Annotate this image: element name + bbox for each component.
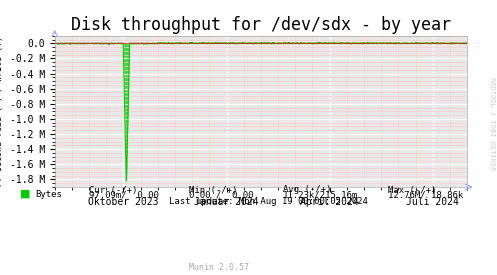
Y-axis label: Pr second read (-) / write (+): Pr second read (-) / write (+) xyxy=(0,36,4,186)
Text: ■: ■ xyxy=(20,189,30,199)
Text: 11.23k/215.16m: 11.23k/215.16m xyxy=(283,191,358,200)
Text: Bytes: Bytes xyxy=(35,191,62,199)
Text: Last update: Mon Aug 19 00:00:05 2024: Last update: Mon Aug 19 00:00:05 2024 xyxy=(169,197,368,206)
Text: Munin 2.0.57: Munin 2.0.57 xyxy=(189,263,248,271)
Text: Max (-/+): Max (-/+) xyxy=(388,186,436,194)
Text: Avg (-/+): Avg (-/+) xyxy=(283,186,331,194)
Text: RRDTOOL / TOBI OETIKER: RRDTOOL / TOBI OETIKER xyxy=(489,77,495,170)
Text: 12.76M/ 18.86k: 12.76M/ 18.86k xyxy=(388,191,463,200)
Text: 97.09m/  0.00: 97.09m/ 0.00 xyxy=(89,191,160,200)
Text: 0.00 /  0.00: 0.00 / 0.00 xyxy=(189,191,253,200)
Title: Disk throughput for /dev/sdx - by year: Disk throughput for /dev/sdx - by year xyxy=(71,16,451,34)
Text: Min (-/+): Min (-/+) xyxy=(189,186,237,194)
Text: Cur (-/+): Cur (-/+) xyxy=(89,186,138,194)
